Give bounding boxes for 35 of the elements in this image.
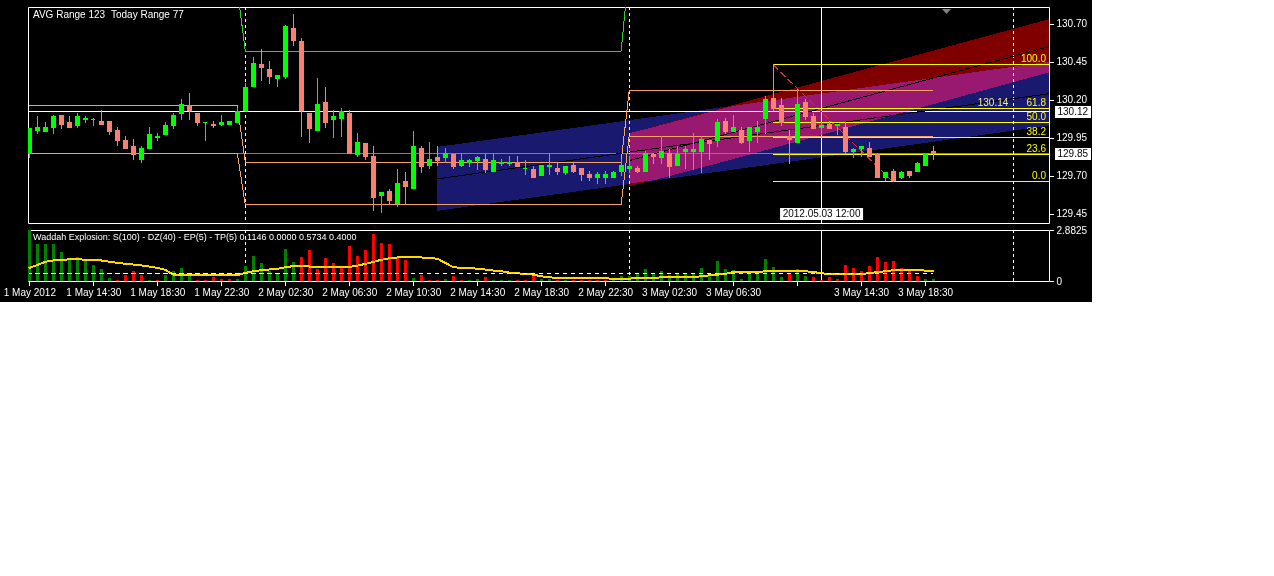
x-tick-label: 2 May 18:30 [514, 286, 570, 298]
y-tick-label: 130.45 [1056, 56, 1088, 68]
x-tick-label: 2 May 10:30 [386, 286, 442, 298]
series-label: 50.0 [1026, 110, 1047, 122]
y-tick-label: 130.70 [1056, 18, 1088, 30]
chart-title: Waddah Explosion: S(100) - DZ(40) - EP(5) - TP(5) 0.1146 0.0000 0.5734 0.4000 [33, 232, 357, 242]
y-tick-label: 0 [1056, 275, 1063, 287]
y-tick-label: 2.8825 [1056, 224, 1088, 236]
x-tick-label: 1 May 2012 [3, 286, 57, 298]
y-tick-label: 130.20 [1056, 94, 1088, 106]
y-tick-label: 129.70 [1056, 170, 1088, 182]
annotation: 130.14 [977, 96, 1009, 108]
ref-line-label: 129.85 [1054, 147, 1092, 160]
series-label: 100.0 [1020, 52, 1047, 64]
x-tick-label: 1 May 14:30 [66, 286, 122, 298]
x-tick-label: 2 May 06:30 [322, 286, 378, 298]
series-label: 61.8 [1026, 96, 1047, 108]
y-tick-label: 129.45 [1056, 208, 1088, 220]
x-tick-label: 2 May 02:30 [258, 286, 314, 298]
ref-line-label: 2012.05.03 12:00 [779, 207, 864, 220]
x-tick-label: 2 May 22:30 [578, 286, 634, 298]
x-tick-label: 3 May 14:30 [834, 286, 890, 298]
x-tick-label: 3 May 02:30 [642, 286, 698, 298]
x-tick-label: 1 May 18:30 [130, 286, 186, 298]
x-tick-label: 1 May 22:30 [194, 286, 250, 298]
series-label: 23.6 [1026, 142, 1047, 154]
chart-title: AVG Range 123 [33, 9, 106, 20]
x-tick-label: 3 May 18:30 [898, 286, 954, 298]
series-label: 0.0 [1032, 169, 1047, 181]
chart-subtitle: Today Range 77 [111, 9, 185, 20]
y-tick-label: 129.95 [1056, 132, 1088, 144]
ref-line-label: 130.12 [1054, 106, 1092, 119]
series-label: 38.2 [1026, 125, 1047, 137]
x-tick-label: 3 May 06:30 [706, 286, 762, 298]
x-tick-label: 2 May 14:30 [450, 286, 506, 298]
